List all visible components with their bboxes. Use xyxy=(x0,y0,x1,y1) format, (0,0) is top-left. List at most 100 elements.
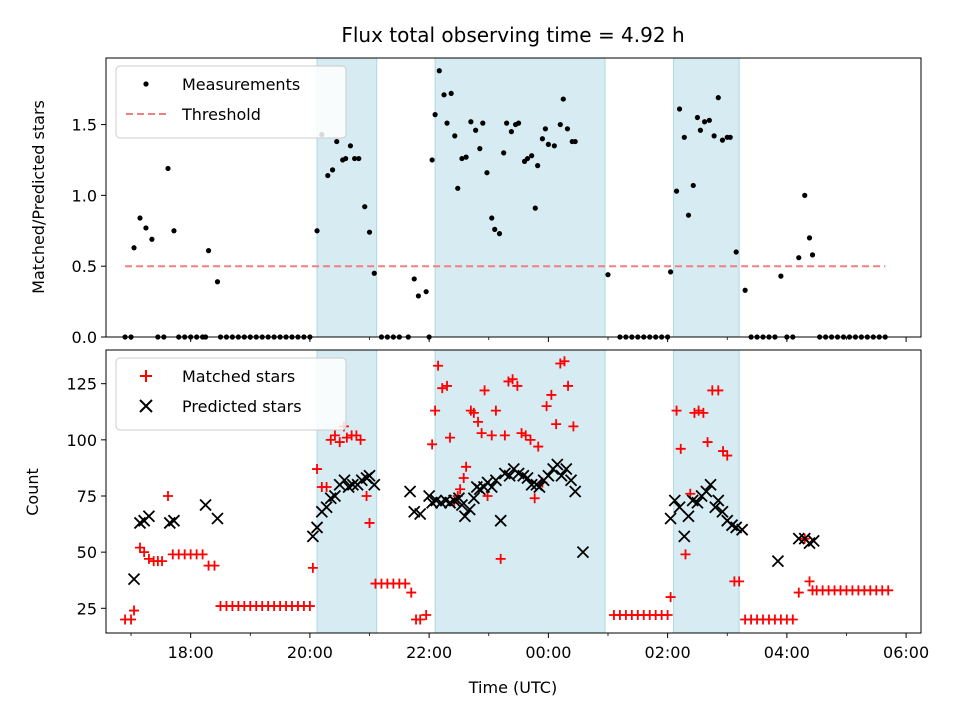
shaded-interval-1 xyxy=(434,349,606,634)
measurement-point xyxy=(452,133,458,139)
measurement-point xyxy=(171,228,177,234)
y-tick-label: 0.5 xyxy=(72,257,97,276)
measurement-point xyxy=(529,153,535,159)
predicted-star-point xyxy=(127,572,141,586)
predicted-star-point xyxy=(211,512,224,525)
measurement-point xyxy=(524,155,531,162)
bottom-panel-x-axis: 18:00 20:00 22:00 00:00 02:00 04:00 06:00 xyxy=(130,633,929,662)
predicted-star-point xyxy=(494,514,507,527)
measurement-point xyxy=(444,120,450,126)
x-tick-label: 18:00 xyxy=(168,643,214,662)
measurement-point xyxy=(681,134,687,140)
top-panel-frame xyxy=(105,57,922,338)
measurement-point xyxy=(480,120,486,126)
matched-star-point xyxy=(665,592,676,603)
bottom-panel-legend: Matched stars Predicted stars xyxy=(115,357,347,431)
predicted-star-point xyxy=(712,494,725,507)
measurement-point xyxy=(676,106,683,112)
predicted-star-point xyxy=(199,498,212,512)
legend-box xyxy=(115,65,347,139)
predicted-star-point xyxy=(691,496,704,509)
measurement-point xyxy=(343,155,349,162)
measurement-point xyxy=(701,119,708,125)
predicted-star-point xyxy=(682,510,695,523)
matched-star-point xyxy=(512,380,523,391)
predicted-star-point xyxy=(678,530,691,543)
matched-star-point xyxy=(415,614,426,625)
measurement-point xyxy=(715,95,721,101)
predicted-star-point xyxy=(338,474,351,487)
matched-star-point xyxy=(307,562,318,573)
predicted-star-point xyxy=(485,480,498,494)
predicted-star-point xyxy=(503,469,516,482)
matched-star-point xyxy=(458,473,469,484)
measurement-point xyxy=(667,269,674,275)
measurement-point xyxy=(545,141,551,147)
matched-star-point xyxy=(680,549,691,560)
measurement-point xyxy=(733,249,739,255)
matched-star-point xyxy=(693,405,704,416)
measurement-point xyxy=(685,212,692,218)
measurement-point xyxy=(314,228,320,234)
matched-star-point xyxy=(486,430,497,441)
shaded-interval-2 xyxy=(673,57,740,338)
measurement-point xyxy=(362,204,368,210)
matched-star-point xyxy=(361,490,372,501)
predicted-star-point xyxy=(163,516,176,530)
measurement-point xyxy=(501,150,507,156)
top-panel-legend: Measurements Threshold xyxy=(115,65,347,139)
x-tick-label: 06:00 xyxy=(883,643,929,662)
x-axis-label: Time (UTC) xyxy=(468,678,557,697)
legend-label: Matched stars xyxy=(182,367,295,386)
predicted-star-point xyxy=(414,507,427,521)
measurement-point xyxy=(515,120,522,126)
legend-swatch xyxy=(139,399,153,413)
measurement-point xyxy=(149,236,155,242)
measurement-point xyxy=(214,279,221,285)
matched-star-point xyxy=(197,549,208,560)
measurement-point xyxy=(719,137,726,143)
x-tick-label: 00:00 xyxy=(525,643,571,662)
predicted-star-point xyxy=(310,521,324,534)
measurement-point xyxy=(366,229,373,235)
measurement-point xyxy=(778,273,784,279)
matched-star-point xyxy=(433,360,444,371)
legend-label: Threshold xyxy=(181,105,261,124)
predicted-star-point xyxy=(463,503,476,516)
matched-star-point xyxy=(541,401,552,412)
matched-star-point xyxy=(364,517,375,528)
predicted-star-point xyxy=(576,546,590,559)
measurement-point xyxy=(806,235,813,241)
matched-star-point xyxy=(157,556,168,567)
matched-star-point xyxy=(126,614,137,625)
bottom-panel-shaded-regions xyxy=(316,349,740,634)
measurement-point xyxy=(564,126,571,132)
matched-star-point xyxy=(329,430,340,441)
matched-star-point xyxy=(334,437,345,448)
matched-star-point xyxy=(662,610,673,621)
measurement-point xyxy=(605,272,611,278)
measurement-point xyxy=(551,143,557,149)
predicted-star-point xyxy=(551,458,564,471)
predicted-star-point xyxy=(525,478,538,491)
measurement-point xyxy=(411,276,417,282)
measurement-point xyxy=(325,172,331,179)
matched-star-point xyxy=(163,490,174,501)
predicted-star-point xyxy=(489,474,503,487)
measurement-point xyxy=(673,188,680,194)
matched-star-point xyxy=(671,405,682,416)
predicted-star-point xyxy=(792,532,805,545)
predicted-star-point xyxy=(368,478,381,491)
matched-star-point xyxy=(442,380,453,391)
measurement-point xyxy=(459,155,465,162)
predicted-star-point xyxy=(423,489,436,503)
measurement-point xyxy=(706,117,712,123)
measurement-point xyxy=(347,143,354,149)
predicted-star-point xyxy=(700,485,713,498)
bottom-panel-y-label: Count xyxy=(23,468,42,516)
y-tick-label: 0.0 xyxy=(72,328,97,347)
legend-box xyxy=(115,357,347,431)
matched-star-point xyxy=(563,380,574,391)
top-panel-measurement-points xyxy=(122,68,888,340)
predicted-star-point xyxy=(167,514,181,527)
